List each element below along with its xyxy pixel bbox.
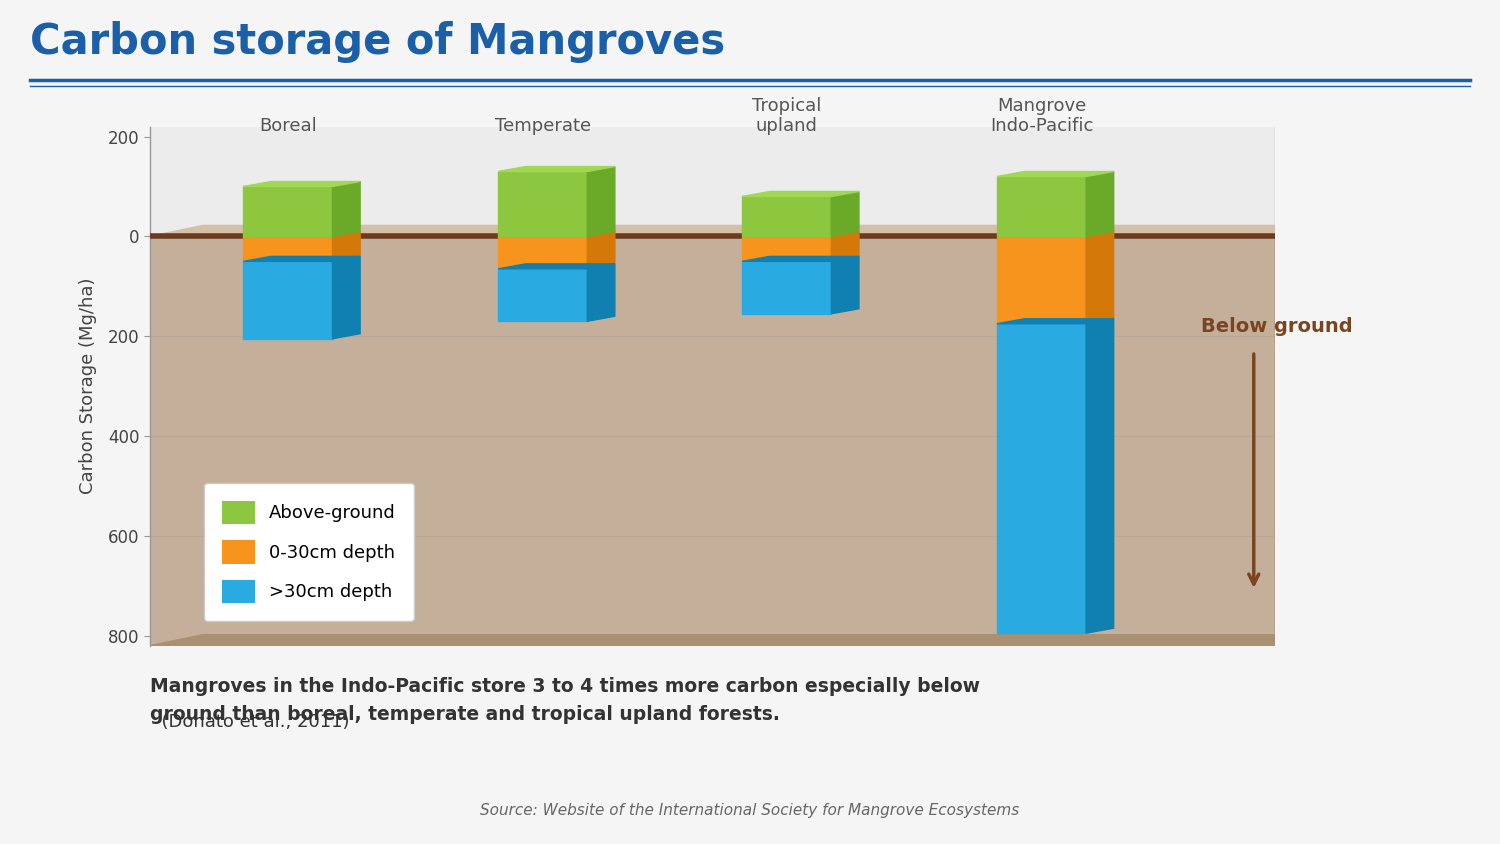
Polygon shape xyxy=(998,176,1086,236)
Polygon shape xyxy=(1086,319,1113,633)
Polygon shape xyxy=(831,192,860,236)
Polygon shape xyxy=(498,231,615,236)
Polygon shape xyxy=(333,257,360,338)
Polygon shape xyxy=(498,171,588,236)
Polygon shape xyxy=(998,319,1113,324)
Polygon shape xyxy=(243,181,360,187)
Text: Mangrove
Indo-Pacific: Mangrove Indo-Pacific xyxy=(990,96,1094,135)
Polygon shape xyxy=(1086,231,1113,324)
Legend: Above-ground, 0-30cm depth, >30cm depth: Above-ground, 0-30cm depth, >30cm depth xyxy=(204,483,414,621)
Polygon shape xyxy=(998,324,1086,633)
Text: Boreal: Boreal xyxy=(260,117,316,135)
Text: Below ground: Below ground xyxy=(1200,316,1353,336)
Polygon shape xyxy=(831,257,860,314)
Polygon shape xyxy=(498,166,615,171)
Polygon shape xyxy=(742,236,831,262)
Text: Source: Website of the International Society for Mangrove Ecosystems: Source: Website of the International Soc… xyxy=(480,803,1020,819)
Polygon shape xyxy=(742,231,860,236)
Polygon shape xyxy=(1275,225,1328,646)
Polygon shape xyxy=(742,262,831,314)
Polygon shape xyxy=(742,257,860,262)
Polygon shape xyxy=(588,231,615,269)
Polygon shape xyxy=(742,197,831,236)
Polygon shape xyxy=(333,231,360,262)
Text: Mangroves in the Indo-Pacific store 3 to 4 times more carbon especially below
gr: Mangroves in the Indo-Pacific store 3 to… xyxy=(150,677,980,724)
Text: Temperate: Temperate xyxy=(495,117,591,135)
Polygon shape xyxy=(243,257,360,262)
Polygon shape xyxy=(243,236,333,262)
Polygon shape xyxy=(498,236,588,269)
Polygon shape xyxy=(742,192,860,197)
Polygon shape xyxy=(498,264,615,269)
Polygon shape xyxy=(498,269,588,322)
Polygon shape xyxy=(831,231,860,262)
Polygon shape xyxy=(333,181,360,236)
Text: Tropical
upland: Tropical upland xyxy=(752,96,822,135)
Y-axis label: Carbon Storage (Mg/ha): Carbon Storage (Mg/ha) xyxy=(80,278,98,495)
Polygon shape xyxy=(998,236,1086,324)
Polygon shape xyxy=(588,264,615,322)
Polygon shape xyxy=(998,231,1113,236)
Polygon shape xyxy=(150,635,1328,646)
Polygon shape xyxy=(1275,116,1328,236)
Polygon shape xyxy=(1086,171,1113,236)
Polygon shape xyxy=(150,236,1275,646)
Polygon shape xyxy=(243,187,333,236)
Polygon shape xyxy=(150,225,1328,236)
Polygon shape xyxy=(243,231,360,236)
Polygon shape xyxy=(998,171,1113,176)
Polygon shape xyxy=(588,166,615,236)
Text: Carbon storage of Mangroves: Carbon storage of Mangroves xyxy=(30,21,724,63)
Text: (Donato et al., 2011): (Donato et al., 2011) xyxy=(150,713,350,731)
Polygon shape xyxy=(243,262,333,338)
